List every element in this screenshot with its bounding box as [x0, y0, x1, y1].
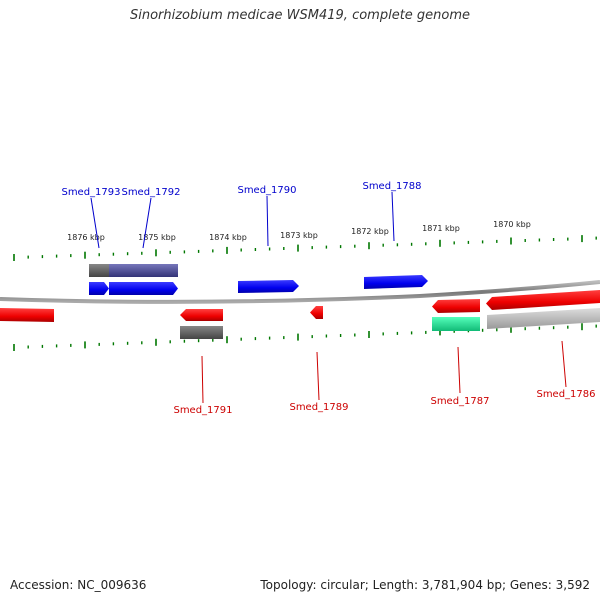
cds-feature-reverse[interactable] — [487, 308, 600, 329]
gene-label-smed-1788[interactable]: Smed_1788 — [362, 181, 421, 192]
scale-label: 1873 kbp — [280, 231, 318, 240]
label-leader-line — [266, 195, 269, 247]
gene-label-smed-1791[interactable]: Smed_1791 — [173, 405, 232, 416]
scale-label: 1874 kbp — [209, 233, 247, 242]
scale-label: 1875 kbp — [138, 233, 176, 242]
upper-tick-ruler — [13, 235, 597, 261]
label-leader-line — [90, 197, 100, 249]
cds-feature-forward[interactable] — [109, 264, 178, 277]
gene-label-smed-1790[interactable]: Smed_1790 — [237, 185, 296, 196]
scale-label: 1876 kbp — [67, 233, 105, 242]
label-leader-line — [201, 355, 204, 404]
accession-label: Accession: NC_009636 — [10, 578, 147, 592]
cds-feature-forward[interactable] — [89, 264, 109, 277]
map-title: Sinorhizobium medicae WSM419, complete g… — [129, 8, 471, 23]
label-leader-line — [561, 340, 567, 388]
label-leader-line — [457, 346, 461, 394]
gene-arrow-smed-1792[interactable] — [109, 282, 178, 295]
label-leader-line — [142, 197, 152, 249]
gene-arrow-smed-1786[interactable] — [486, 290, 600, 310]
label-leader-line — [391, 191, 395, 242]
gene-arrow-left-edge[interactable] — [0, 308, 54, 322]
gene-label-smed-1787[interactable]: Smed_1787 — [430, 396, 489, 407]
genome-summary: Topology: circular; Length: 3,781,904 bp… — [260, 578, 590, 592]
scale-label: 1872 kbp — [351, 227, 389, 236]
gene-arrow-smed-1791[interactable] — [180, 309, 223, 321]
gene-label-smed-1786[interactable]: Smed_1786 — [536, 389, 595, 400]
gene-arrow-smed-1790[interactable] — [238, 280, 299, 293]
gene-arrow-smed-1788[interactable] — [364, 275, 428, 289]
scale-label: 1870 kbp — [493, 220, 531, 229]
genome-backbone — [0, 280, 600, 304]
gene-arrow-smed-1787[interactable] — [432, 299, 480, 313]
label-leader-line — [316, 351, 320, 401]
scale-label: 1871 kbp — [422, 224, 460, 233]
gene-label-smed-1793[interactable]: Smed_1793 — [61, 187, 120, 198]
gene-label-smed-1789[interactable]: Smed_1789 — [289, 402, 348, 413]
cds-feature-reverse[interactable] — [180, 326, 223, 339]
cds-feature-reverse[interactable] — [432, 317, 480, 331]
scale-labels: 1876 kbp 1875 kbp 1874 kbp 1873 kbp 1872… — [67, 220, 531, 242]
gene-arrow-smed-1789[interactable] — [310, 306, 323, 319]
gene-label-smed-1792[interactable]: Smed_1792 — [121, 187, 180, 198]
gene-arrow-smed-1793[interactable] — [89, 282, 109, 295]
